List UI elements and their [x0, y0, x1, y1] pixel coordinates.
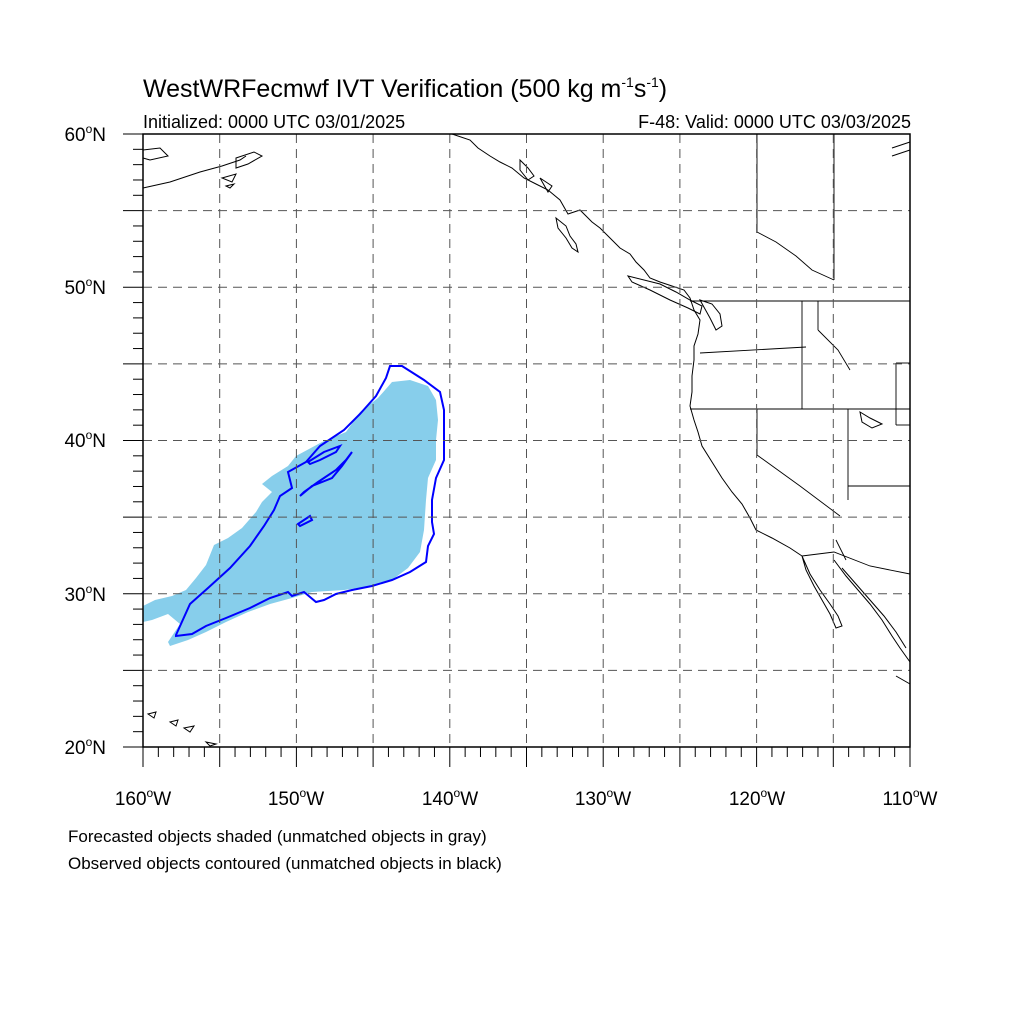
- forecast-ivt-object: [143, 380, 438, 646]
- initialized-time: Initialized: 0000 UTC 03/01/2025: [143, 112, 405, 132]
- lat-label: 40oN: [64, 428, 106, 452]
- lon-label: 110oW: [883, 786, 938, 810]
- axis-ticks: [123, 133, 911, 767]
- observed-caption: Observed objects contoured (unmatched ob…: [68, 854, 502, 873]
- lat-label: 50oN: [64, 275, 106, 299]
- observed-ivt-contour: [175, 365, 445, 638]
- lon-label: 130oW: [575, 786, 631, 810]
- lon-label: 160oW: [115, 786, 171, 810]
- longitude-labels: 160oW 150oW 140oW 130oW 120oW 110oW: [115, 786, 938, 810]
- lon-label: 150oW: [268, 786, 324, 810]
- latitude-labels: 60oN 50oN 40oN 30oN 20oN: [64, 122, 106, 759]
- lon-label: 140oW: [422, 786, 478, 810]
- lon-label: 120oW: [729, 786, 785, 810]
- political-boundaries: [690, 134, 911, 575]
- graticule: [143, 134, 910, 747]
- valid-time: F-48: Valid: 0000 UTC 03/03/2025: [638, 112, 911, 132]
- lat-label: 20oN: [64, 735, 106, 759]
- lat-label: 60oN: [64, 122, 106, 146]
- forecast-caption: Forecasted objects shaded (unmatched obj…: [68, 827, 487, 846]
- map-title: WestWRFecmwf IVT Verification (500 kg m-…: [143, 74, 667, 103]
- lat-label: 30oN: [64, 582, 106, 606]
